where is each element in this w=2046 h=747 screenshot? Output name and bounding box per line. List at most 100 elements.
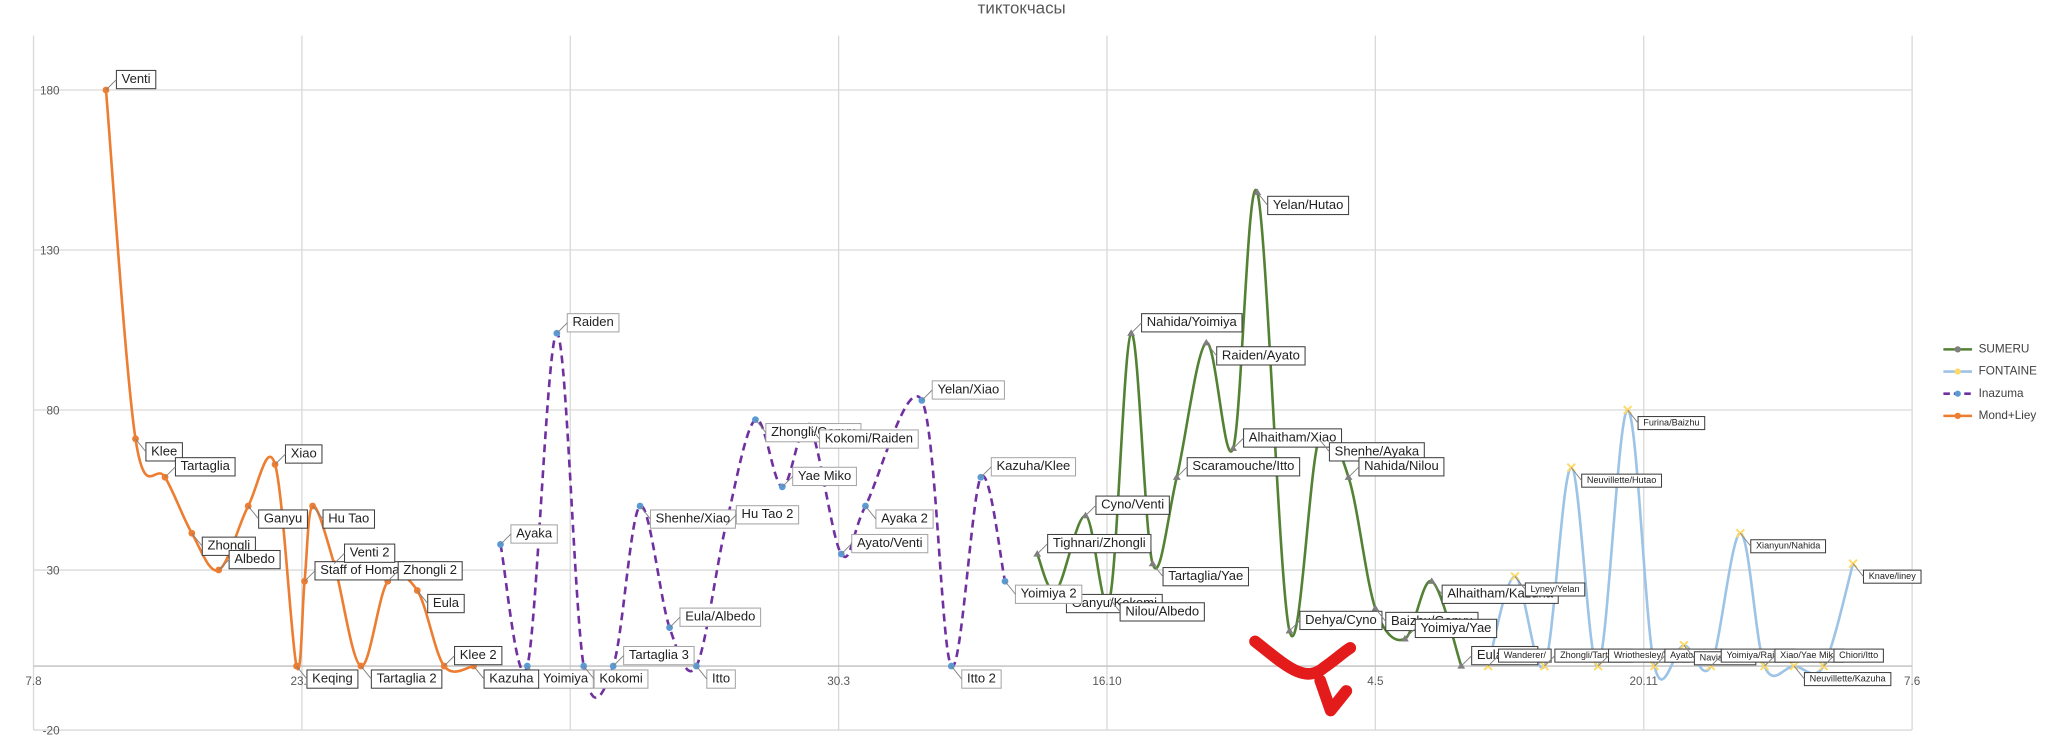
leader-line [500,533,512,545]
leader-line [612,655,624,667]
label-box [1267,195,1350,216]
leader-line [1514,576,1526,590]
leader-line [1683,644,1695,659]
data-label: Ayaka [516,525,553,540]
data-label: Ayaka 2 [881,511,928,526]
marker [1127,329,1136,336]
leader-line [781,476,794,488]
leader-line [583,665,595,680]
leader-line [1431,580,1443,595]
data-label: Yelan/Xiao [937,381,999,396]
data-label: Itto 2 [967,671,996,686]
marker [1033,550,1042,557]
marker [1457,662,1466,669]
leader-line [1176,466,1188,478]
marker [1253,188,1262,196]
data-label: Ganyu [264,511,302,526]
data-label: Itto [712,671,730,686]
data-label: Shenhe/Ayaka [1335,443,1420,458]
data-label: Yoimiya [543,671,589,686]
data-label: Venti 2 [350,545,390,560]
leader-line [1232,437,1244,449]
data-label: Kazuha [489,671,534,686]
marker [1081,511,1090,519]
leader-line [1152,563,1164,577]
legend-label: Mond+Liey [1979,409,2037,422]
leader-line [1289,620,1301,632]
leader-line [296,665,308,680]
labels: Tighnari/ZhongliGanyu/KokomiCyno/VentiNi… [105,69,1922,689]
y-tick-label: -20 [43,724,60,737]
legend-marker [1954,412,1961,419]
data-label: Knave/liney [1869,571,1917,581]
leader-line [247,505,259,520]
leader-line [840,543,853,555]
marker [1285,626,1294,634]
leader-line [1487,655,1499,667]
data-label: Nahida/Nilou [1364,458,1439,473]
label-box [593,669,649,689]
marker [1202,338,1211,346]
data-label: Klee [151,443,177,458]
data-label: Nahida/Yoimiya [1147,314,1238,329]
data-label: Chiori/Itto [1839,650,1878,660]
data-label: Wanderer/ [1504,650,1547,660]
data-label: Yoimiya/Yae [1421,620,1492,635]
data-label: Kazuha/Klee [997,458,1071,473]
leader-line [274,453,286,465]
leader-line [333,552,345,564]
leader-line [556,322,568,334]
leader-line [1823,655,1835,667]
leader-line [360,665,372,680]
data-label: Tartaglia [181,458,231,473]
x-tick-label: 30.3 [827,675,850,688]
data-label: Yoimiya 2 [1021,586,1077,601]
label-box [1162,567,1250,587]
leader-line [1318,438,1330,453]
marker [1172,473,1181,480]
leader-line [1130,322,1142,334]
leader-line [164,466,176,478]
data-label: Ayato/Venti [857,535,923,550]
data-label: Yoimiya/Raiden [1726,650,1789,660]
data-label: Hu Tao 2 [742,506,794,521]
data-label: Xiao [291,445,317,460]
data-label: Wriothesley/Venti [1614,650,1684,660]
series-line [1486,408,1855,681]
data-label: Raiden/Ayato [1222,347,1300,362]
leader-line [755,419,767,433]
label-box [228,549,281,570]
data-label: Hu Tao [328,511,369,526]
data-label: Kokomi/Raiden [825,430,913,445]
y-tick-label: 130 [40,244,60,257]
data-label: Yae Miko [798,468,851,483]
leader-line [1570,467,1583,481]
leader-line [696,665,708,680]
leader-line [1109,598,1121,613]
leader-line [1348,466,1360,478]
leader-line [1764,655,1776,667]
legend-marker [1954,368,1961,375]
x-tick-label: 7.8 [25,675,42,688]
leader-line [1793,665,1805,680]
leader-line [1460,655,1472,667]
data-label: Yelan/Hutao [1273,197,1343,212]
x-tick-label: 16.10 [1092,675,1122,688]
leader-line [1375,608,1387,622]
series-line [1036,188,1463,667]
leader-line [1739,532,1752,547]
leader-line [808,425,820,440]
data-label: Cyno/Venti [1101,497,1164,512]
leader-line [443,655,455,667]
leader-line [135,438,147,453]
legend-marker [1954,346,1961,353]
label-box [1186,457,1301,477]
y-tick-label: 180 [40,84,60,97]
leader-line [1205,342,1218,357]
marker [1400,634,1409,642]
leader-line [304,570,316,582]
leader-line [1597,655,1609,667]
data-label: Nilou/Albedo [1125,603,1199,618]
